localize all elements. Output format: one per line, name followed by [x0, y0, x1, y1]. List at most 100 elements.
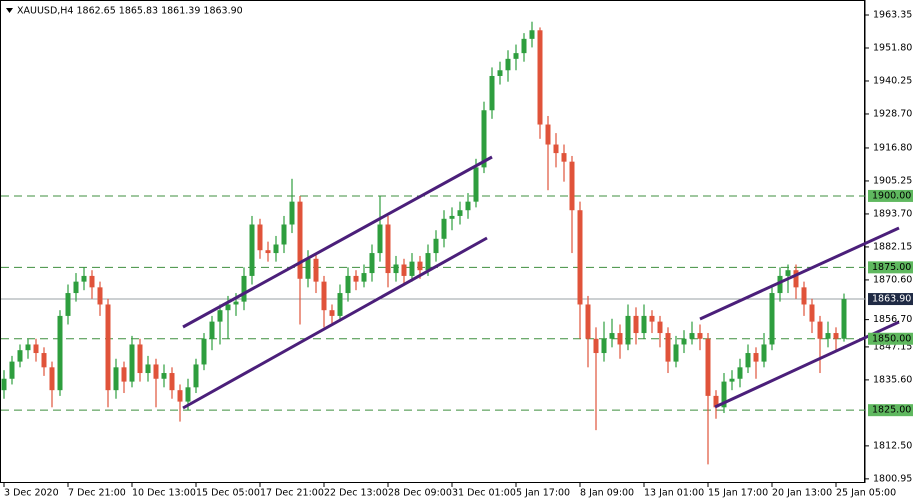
- candle-body: [417, 261, 423, 271]
- candle-body: [505, 58, 511, 71]
- candle-body: [145, 364, 151, 374]
- plot-frame: [0, 0, 865, 483]
- candle-body: [449, 215, 455, 219]
- x-tick-label: 25 Jan 05:00: [836, 488, 896, 499]
- candle-body: [465, 201, 471, 211]
- candle-body: [233, 301, 239, 305]
- candle-body: [609, 333, 615, 339]
- candle-body: [225, 304, 231, 311]
- candle-body: [825, 333, 831, 339]
- candle-body: [369, 253, 375, 274]
- channel-upper: [699, 226, 900, 321]
- level-label-box: [868, 332, 913, 345]
- candle-body: [545, 124, 551, 145]
- candle-body: [81, 275, 87, 282]
- y-tick-label: 1916.80: [873, 142, 912, 153]
- candle-body: [305, 258, 311, 279]
- candle-body: [105, 304, 111, 391]
- candle-body: [441, 218, 447, 239]
- candle-body: [241, 275, 247, 302]
- candle-body: [625, 315, 631, 345]
- candle-body: [657, 321, 663, 334]
- candle-body: [737, 367, 743, 379]
- x-tick-label: 22 Dec 13:00: [324, 488, 388, 499]
- candle-body: [649, 315, 655, 322]
- candle-body: [185, 387, 191, 402]
- candle-body: [729, 378, 735, 382]
- candle-body: [129, 344, 135, 382]
- candle-body: [217, 310, 223, 322]
- candle-body: [337, 293, 343, 316]
- candle-body: [705, 338, 711, 396]
- candle-body: [73, 281, 79, 294]
- candle-body: [689, 333, 695, 339]
- y-tick-label: 1928.70: [873, 108, 912, 119]
- candle-body: [801, 287, 807, 305]
- candle-body: [577, 210, 583, 305]
- candle-body: [57, 315, 63, 391]
- candle-body: [585, 304, 591, 339]
- candle-body: [409, 261, 415, 276]
- candle-body: [513, 53, 519, 59]
- candle-body: [841, 299, 847, 339]
- candle-body: [385, 224, 391, 274]
- x-tick-label: 15 Dec 05:00: [196, 488, 260, 499]
- candle-body: [457, 210, 463, 216]
- candle-body: [265, 250, 271, 254]
- y-tick-label: 1856.70: [873, 314, 912, 325]
- candle-body: [673, 344, 679, 362]
- candle-body: [209, 321, 215, 339]
- y-tick-label: 1847.15: [873, 341, 912, 352]
- candle-body: [177, 390, 183, 402]
- level-label: 1900.00: [872, 190, 911, 201]
- y-tick-label: 1835.60: [873, 374, 912, 385]
- level-label: 1825.00: [872, 405, 911, 416]
- candle-body: [1, 378, 7, 391]
- x-tick-label: 15 Jan 17:00: [708, 488, 768, 499]
- candle-body: [697, 333, 703, 339]
- current-price-box: [868, 293, 913, 306]
- level-label: 1875.00: [872, 262, 911, 273]
- candle-body: [753, 353, 759, 362]
- candle-body: [193, 364, 199, 388]
- candle-body: [721, 381, 727, 408]
- candle-body: [401, 264, 407, 276]
- candle-body: [833, 333, 839, 339]
- y-tick-label: 1905.25: [873, 175, 912, 186]
- y-tick-label: 1870.60: [873, 274, 912, 285]
- candle-body: [169, 373, 175, 391]
- candle-body: [473, 167, 479, 202]
- candle-body: [161, 373, 167, 379]
- candle-body: [41, 353, 47, 368]
- candle-body: [713, 395, 719, 408]
- candle-body: [281, 224, 287, 245]
- candle-body: [593, 338, 599, 354]
- candle-body: [361, 273, 367, 282]
- candle-body: [329, 310, 335, 316]
- candle-body: [665, 333, 671, 362]
- candle-body: [425, 253, 431, 271]
- candle-body: [809, 304, 815, 322]
- candle-body: [537, 30, 543, 125]
- candle-body: [769, 293, 775, 345]
- candle-body: [97, 287, 103, 305]
- candle-body: [65, 293, 71, 316]
- x-tick-label: 8 Jan 09:00: [580, 488, 634, 499]
- candle-body: [521, 38, 527, 54]
- y-tick-label: 1812.50: [873, 440, 912, 451]
- channel-upper: [182, 155, 493, 329]
- candle-body: [289, 201, 295, 225]
- candle-body: [345, 275, 351, 294]
- candle-body: [25, 344, 31, 351]
- candle-body: [321, 281, 327, 311]
- x-tick-label: 17 Dec 21:00: [260, 488, 324, 499]
- candle-body: [9, 361, 15, 379]
- candle-body: [137, 344, 143, 374]
- candle-body: [481, 110, 487, 168]
- y-tick-label: 1882.15: [873, 241, 912, 252]
- y-tick-label: 1951.80: [873, 42, 912, 53]
- candle-body: [433, 238, 439, 254]
- menu-arrow: [6, 8, 13, 13]
- candle-body: [553, 144, 559, 154]
